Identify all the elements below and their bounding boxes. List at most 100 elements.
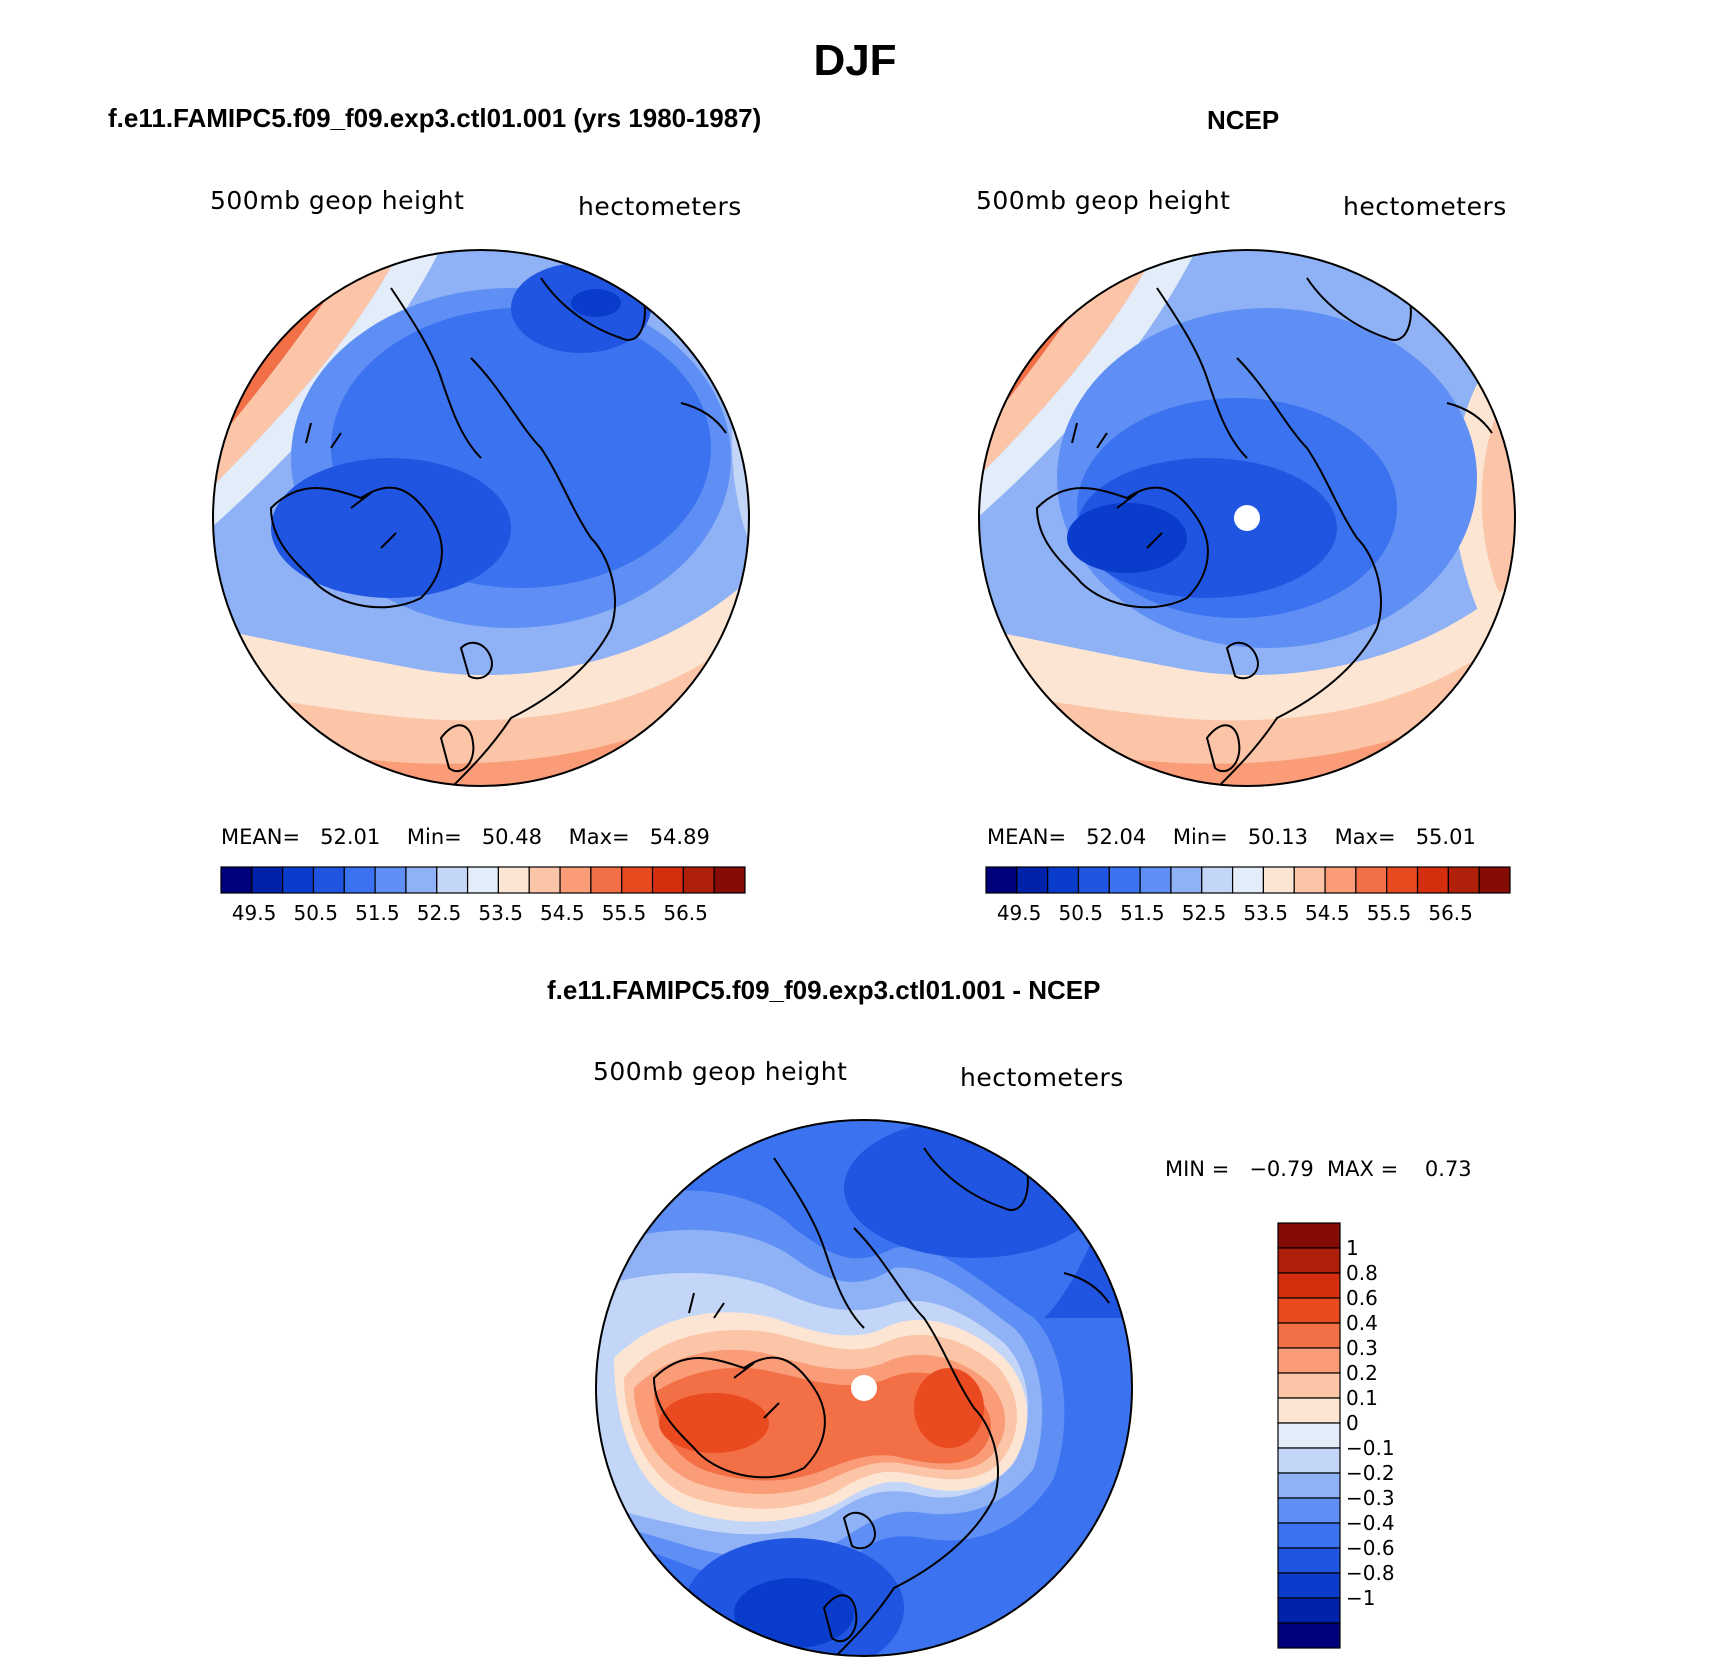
- colorbar-diff-swatch: [1277, 1572, 1341, 1599]
- colorbar-ncep-tick-label: 56.5: [1428, 901, 1473, 925]
- colorbar-model-tick-label: 50.5: [293, 901, 338, 925]
- colorbar-diff-swatch: [1277, 1472, 1341, 1499]
- colorbar-model-swatch: [312, 866, 345, 894]
- colorbar-diff-tick-label: 0.8: [1346, 1261, 1378, 1285]
- units-label-diff: hectometers: [960, 1063, 1124, 1092]
- colorbar-ncep-swatch: [1447, 866, 1480, 894]
- colorbar-ncep-swatch: [1386, 866, 1419, 894]
- colorbar-ncep-tick-label: 51.5: [1120, 901, 1165, 925]
- colorbar-diff-swatch: [1277, 1297, 1341, 1324]
- panel-title-diff: f.e11.FAMIPC5.f09_f09.exp3.ctl01.001 - N…: [547, 975, 1101, 1005]
- colorbar-diff-tick-label: 0.1: [1346, 1386, 1378, 1410]
- pole-mask-ncep: [1234, 505, 1260, 531]
- colorbar-model-swatch: [621, 866, 654, 894]
- colorbar-ncep-tick-label: 52.5: [1181, 901, 1227, 925]
- colorbar-ncep-swatch: [1047, 866, 1080, 894]
- colorbar-model-swatch: [436, 866, 469, 894]
- stats-ncep: MEAN= 52.04 Min= 50.13 Max= 55.01: [987, 825, 1476, 849]
- stats-model: MEAN= 52.01 Min= 50.48 Max= 54.89: [221, 825, 710, 849]
- colorbar-model: [220, 866, 746, 894]
- colorbar-diff-tick-label: 0: [1346, 1411, 1359, 1435]
- colorbar-diff-swatch: [1277, 1322, 1341, 1349]
- colorbar-ncep-swatch: [1170, 866, 1203, 894]
- colorbar-model-swatch: [682, 866, 715, 894]
- colorbar-diff-tick-label: −0.4: [1346, 1511, 1395, 1535]
- colorbar-diff-swatch: [1277, 1622, 1341, 1649]
- colorbar-diff-swatch: [1277, 1447, 1341, 1474]
- colorbar-ncep-swatch: [1139, 866, 1172, 894]
- colorbar-ncep-swatch: [1016, 866, 1049, 894]
- colorbar-ncep-swatch: [1108, 866, 1141, 894]
- polar-map-model: [212, 249, 750, 787]
- polar-map-diff: [595, 1119, 1133, 1657]
- colorbar-diff: [1277, 1222, 1341, 1649]
- colorbar-diff-swatch: [1277, 1597, 1341, 1624]
- pole-mask-diff: [851, 1375, 877, 1401]
- colorbar-diff-tick-label: 0.6: [1346, 1286, 1378, 1310]
- colorbar-ncep-swatch: [1201, 866, 1234, 894]
- colorbar-model-swatch: [466, 866, 500, 894]
- coastlines-ncep: [1035, 277, 1493, 786]
- polar-map-ncep: [978, 249, 1516, 787]
- colorbar-model-tick-label: 52.5: [416, 901, 462, 925]
- colorbar-model-swatch: [651, 866, 684, 894]
- colorbar-diff-tick-label: −0.2: [1346, 1461, 1395, 1485]
- colorbar-diff-swatch: [1277, 1547, 1341, 1574]
- colorbar-ncep: [985, 866, 1511, 894]
- colorbar-diff-tick-label: −0.1: [1346, 1436, 1395, 1460]
- panel-title-model: f.e11.FAMIPC5.f09_f09.exp3.ctl01.001 (yr…: [108, 103, 762, 133]
- stats-diff: MIN = −0.79 MAX = 0.73: [1165, 1157, 1472, 1181]
- colorbar-ncep-swatch: [1262, 866, 1295, 894]
- colorbar-diff-tick-label: −0.6: [1346, 1536, 1395, 1560]
- colorbar-ncep-tick-label: 50.5: [1058, 901, 1103, 925]
- colorbar-ncep-swatch: [1077, 866, 1110, 894]
- coastlines-model: [269, 277, 727, 786]
- colorbar-ncep-tick-label: 55.5: [1366, 901, 1412, 925]
- colorbar-ncep-tick-label: 49.5: [996, 901, 1042, 925]
- colorbar-ncep-swatch: [1355, 866, 1388, 894]
- colorbar-model-tick-label: 51.5: [355, 901, 400, 925]
- colorbar-ncep-swatch: [1231, 866, 1265, 894]
- colorbar-model-tick-label: 49.5: [231, 901, 277, 925]
- colorbar-diff-swatch: [1277, 1397, 1341, 1424]
- colorbar-ncep-swatch: [985, 866, 1018, 894]
- colorbar-model-tick-label: 56.5: [663, 901, 708, 925]
- colorbar-diff-tick-label: −1: [1346, 1586, 1376, 1610]
- colorbar-diff-tick-label: 1: [1346, 1236, 1359, 1260]
- colorbar-diff-tick-label: 0.2: [1346, 1361, 1378, 1385]
- colorbar-ncep-tick-label: 53.5: [1243, 901, 1288, 925]
- colorbar-diff-tick-label: −0.8: [1346, 1561, 1395, 1585]
- colorbar-diff-swatch: [1277, 1272, 1341, 1299]
- colorbar-ncep-swatch: [1478, 866, 1511, 894]
- field-label-ncep: 500mb geop height: [976, 186, 1231, 215]
- colorbar-ncep-swatch: [1293, 866, 1326, 894]
- coastlines-diff: [652, 1147, 1110, 1656]
- colorbar-model-swatch: [405, 866, 438, 894]
- units-label-ncep: hectometers: [1343, 192, 1507, 221]
- colorbar-diff-swatch: [1277, 1522, 1341, 1549]
- field-label-model: 500mb geop height: [210, 186, 465, 215]
- colorbar-ncep-swatch: [1324, 866, 1357, 894]
- colorbar-diff-tick-label: 0.4: [1346, 1311, 1378, 1335]
- colorbar-diff-tick-label: −0.3: [1346, 1486, 1395, 1510]
- colorbar-model-swatch: [590, 866, 623, 894]
- colorbar-diff-swatch: [1277, 1247, 1341, 1274]
- colorbar-ncep-swatch: [1416, 866, 1449, 894]
- colorbar-model-swatch: [374, 866, 407, 894]
- colorbar-diff-swatch: [1277, 1497, 1341, 1524]
- colorbar-diff-swatch: [1277, 1222, 1341, 1249]
- colorbar-diff-tick-label: 0.3: [1346, 1336, 1378, 1360]
- colorbar-model-swatch: [528, 866, 561, 894]
- colorbar-model-swatch: [497, 866, 530, 894]
- colorbar-model-tick-label: 53.5: [478, 901, 523, 925]
- colorbar-diff-swatch: [1277, 1347, 1341, 1374]
- colorbar-diff-swatch: [1277, 1372, 1341, 1399]
- panel-title-ncep: NCEP: [1207, 105, 1280, 135]
- colorbar-model-tick-label: 54.5: [540, 901, 585, 925]
- colorbar-model-swatch: [220, 866, 253, 894]
- units-label-model: hectometers: [578, 192, 742, 221]
- colorbar-diff-swatch: [1277, 1422, 1341, 1449]
- colorbar-model-swatch: [282, 866, 315, 894]
- colorbar-model-swatch: [251, 866, 284, 894]
- colorbar-ncep-tick-label: 54.5: [1305, 901, 1350, 925]
